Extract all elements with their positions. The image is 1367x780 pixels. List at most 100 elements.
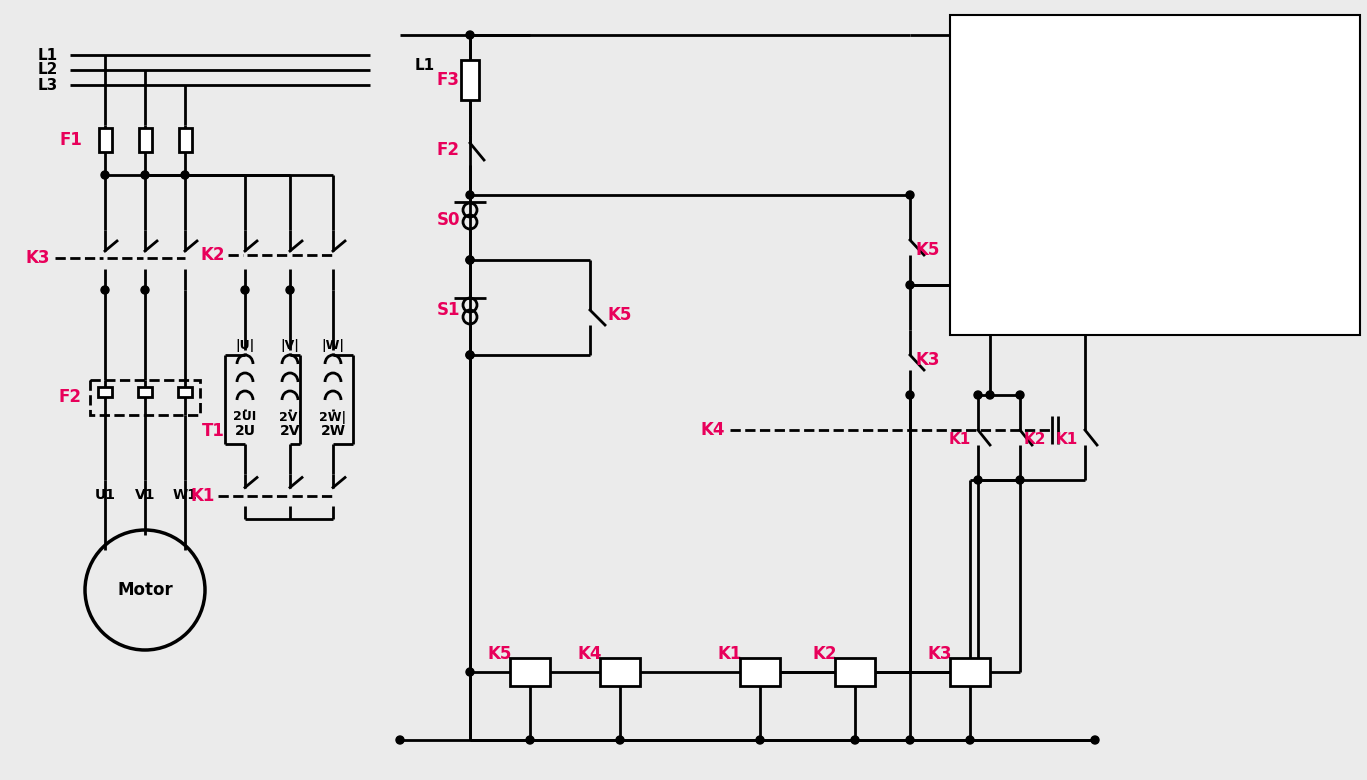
Text: 'OFF' push button: 'OFF' push button: [1023, 31, 1151, 47]
Text: Backup fuse: Backup fuse: [1023, 235, 1111, 250]
Circle shape: [526, 736, 534, 744]
Circle shape: [466, 256, 474, 264]
Text: Transformer contactor: Transformer contactor: [1023, 119, 1185, 133]
Text: S0 =: S0 =: [962, 31, 1001, 47]
Text: K1: K1: [190, 487, 215, 505]
Text: 2W: 2W: [320, 424, 346, 438]
Text: K5: K5: [608, 306, 632, 324]
Text: 2V|: 2V|: [279, 410, 302, 424]
Text: K2: K2: [813, 645, 837, 663]
Text: T1: T1: [202, 422, 226, 440]
Text: 2V: 2V: [280, 424, 301, 438]
Text: S0: S0: [436, 211, 459, 229]
Text: F2 =: F2 =: [962, 264, 999, 278]
Text: Overload relay: Overload relay: [1023, 264, 1129, 278]
Bar: [461, 60, 478, 100]
Text: |W|: |W|: [321, 339, 344, 352]
Circle shape: [141, 171, 149, 179]
Circle shape: [180, 171, 189, 179]
Bar: [950, 658, 990, 686]
Text: Time relay: Time relay: [1023, 176, 1099, 192]
Circle shape: [966, 736, 975, 744]
Text: 2U: 2U: [235, 424, 256, 438]
Bar: [835, 658, 875, 686]
Circle shape: [141, 286, 149, 294]
Circle shape: [906, 391, 915, 399]
Bar: [178, 387, 191, 397]
Text: Control circuit fuse: Control circuit fuse: [1023, 292, 1161, 307]
Circle shape: [986, 391, 994, 399]
Text: K1: K1: [718, 645, 742, 663]
Text: K3: K3: [26, 249, 51, 267]
Text: K3: K3: [916, 351, 940, 369]
Text: K2: K2: [1024, 432, 1046, 448]
Bar: [179, 128, 191, 152]
Bar: [740, 658, 781, 686]
Text: K3 =: K3 =: [962, 147, 1001, 162]
Text: K1 =: K1 =: [962, 90, 1001, 105]
Circle shape: [396, 736, 405, 744]
Text: K2 =: K2 =: [962, 119, 1001, 133]
Text: K2: K2: [201, 246, 226, 264]
Text: 2W|: 2W|: [320, 410, 347, 424]
Text: F2: F2: [59, 388, 82, 406]
Text: |V|: |V|: [280, 339, 299, 352]
Circle shape: [1091, 736, 1099, 744]
Circle shape: [906, 736, 915, 744]
Circle shape: [101, 286, 109, 294]
Text: W1: W1: [172, 488, 197, 502]
Circle shape: [906, 281, 915, 289]
Text: K1: K1: [1055, 432, 1079, 448]
Circle shape: [1081, 281, 1089, 289]
Circle shape: [241, 286, 249, 294]
Circle shape: [466, 31, 474, 39]
Circle shape: [852, 736, 858, 744]
Circle shape: [466, 351, 474, 359]
Bar: [510, 658, 550, 686]
Bar: [138, 387, 152, 397]
Bar: [138, 128, 152, 152]
Text: S1: S1: [436, 301, 459, 319]
Text: L1: L1: [38, 48, 57, 62]
Circle shape: [466, 351, 474, 359]
Text: Motor: Motor: [118, 581, 172, 599]
Bar: [98, 387, 112, 397]
Circle shape: [466, 191, 474, 199]
Circle shape: [906, 191, 915, 199]
Text: F3: F3: [436, 71, 459, 89]
Circle shape: [617, 736, 623, 744]
Text: 'ON' push button: 'ON' push button: [1023, 61, 1146, 76]
Text: K3: K3: [928, 645, 953, 663]
Text: |U|: |U|: [235, 339, 254, 352]
Text: V1: V1: [135, 488, 156, 502]
Circle shape: [466, 668, 474, 676]
Circle shape: [975, 476, 982, 484]
Text: Contractor relay: Contractor relay: [1023, 205, 1141, 221]
Text: K4: K4: [700, 421, 725, 439]
Bar: [600, 658, 640, 686]
Bar: [98, 128, 112, 152]
Circle shape: [1016, 476, 1024, 484]
Text: K4: K4: [578, 645, 603, 663]
Text: Star contactor: Star contactor: [1023, 90, 1126, 105]
Circle shape: [101, 171, 109, 179]
Text: K5 =: K5 =: [962, 205, 1001, 221]
Text: F3 =: F3 =: [962, 292, 999, 307]
Text: K5: K5: [916, 241, 940, 259]
Text: K4 =: K4 =: [962, 176, 1001, 192]
Text: F1: F1: [59, 131, 82, 149]
Text: 2UI: 2UI: [234, 410, 257, 424]
Text: S1 =: S1 =: [962, 61, 1001, 76]
Text: F2: F2: [436, 141, 459, 159]
Circle shape: [286, 286, 294, 294]
Text: L1: L1: [416, 58, 435, 73]
Text: Main contactor: Main contactor: [1023, 147, 1132, 162]
Circle shape: [756, 736, 764, 744]
Circle shape: [975, 391, 982, 399]
Circle shape: [1016, 391, 1024, 399]
Text: K5: K5: [488, 645, 513, 663]
Text: K1: K1: [949, 432, 971, 448]
Text: L3: L3: [38, 77, 57, 93]
Text: L2: L2: [38, 62, 57, 77]
Bar: [950, 15, 1360, 335]
